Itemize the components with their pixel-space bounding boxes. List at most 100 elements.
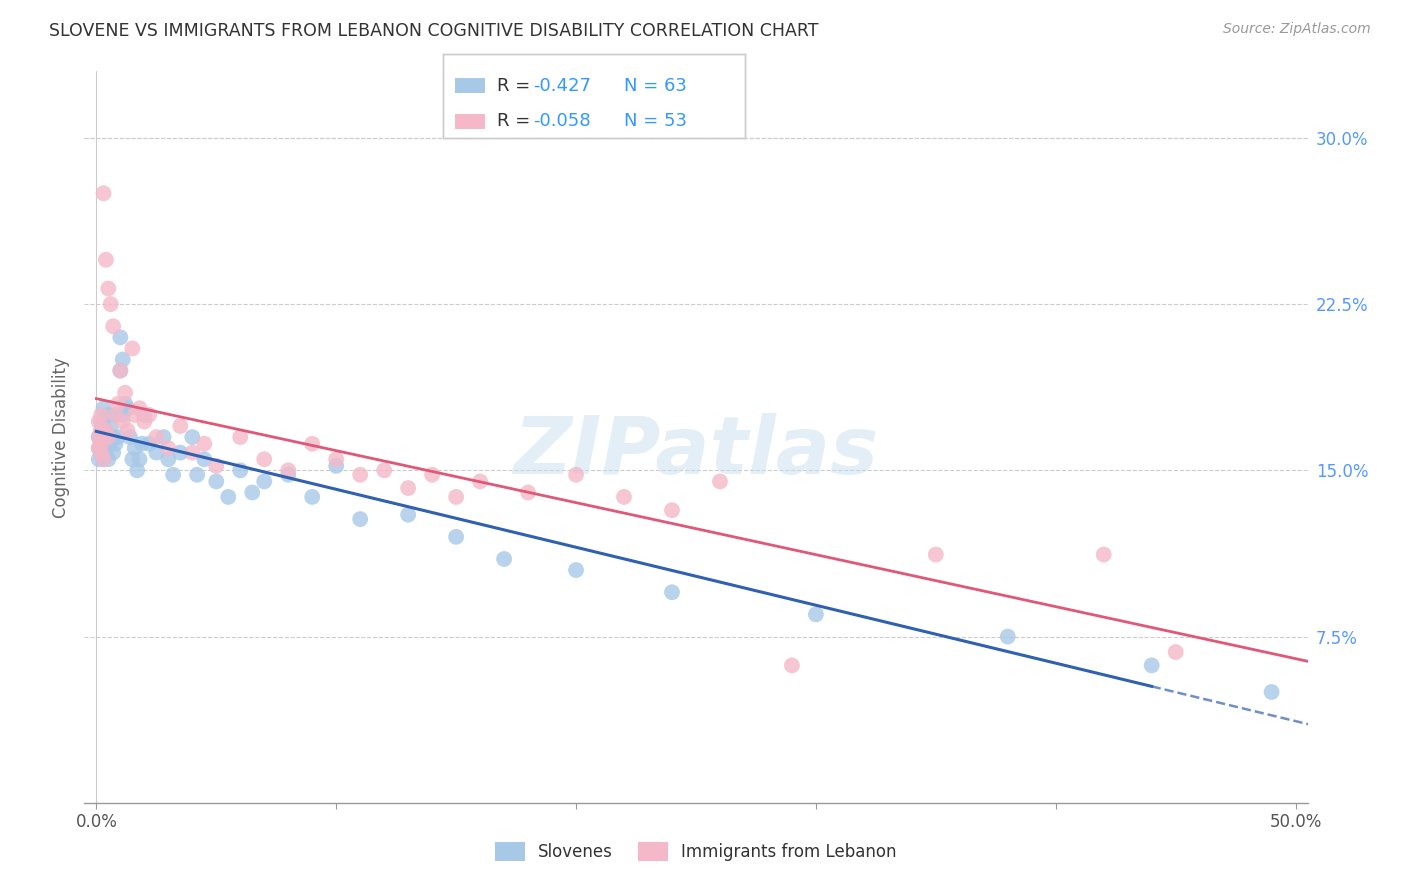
Point bbox=[181, 445, 204, 459]
Point bbox=[181, 430, 204, 444]
Point bbox=[90, 415, 112, 429]
Point bbox=[104, 436, 127, 450]
Point bbox=[138, 408, 160, 422]
Point bbox=[468, 475, 491, 489]
Point bbox=[134, 415, 156, 429]
Text: -0.427: -0.427 bbox=[534, 77, 592, 95]
Point bbox=[134, 408, 156, 422]
Point bbox=[1092, 548, 1115, 562]
Point bbox=[349, 467, 371, 482]
Point bbox=[565, 467, 588, 482]
Point bbox=[121, 452, 143, 467]
Point bbox=[93, 401, 115, 416]
Point bbox=[253, 452, 276, 467]
Point bbox=[90, 424, 112, 438]
Point bbox=[127, 463, 149, 477]
Legend: Slovenes, Immigrants from Lebanon: Slovenes, Immigrants from Lebanon bbox=[488, 835, 904, 868]
Text: -0.058: -0.058 bbox=[534, 112, 591, 130]
Point bbox=[145, 430, 167, 444]
Point bbox=[444, 530, 467, 544]
Point bbox=[301, 436, 323, 450]
Point bbox=[93, 452, 115, 467]
Point bbox=[110, 330, 132, 344]
Point bbox=[124, 441, 146, 455]
Point bbox=[114, 397, 136, 411]
Text: SLOVENE VS IMMIGRANTS FROM LEBANON COGNITIVE DISABILITY CORRELATION CHART: SLOVENE VS IMMIGRANTS FROM LEBANON COGNI… bbox=[49, 22, 818, 40]
Point bbox=[94, 424, 117, 438]
Point bbox=[193, 436, 215, 450]
Point bbox=[111, 408, 134, 422]
Point bbox=[613, 490, 636, 504]
Point bbox=[101, 319, 124, 334]
Point bbox=[373, 463, 395, 477]
Point bbox=[110, 363, 132, 377]
Point bbox=[186, 467, 208, 482]
Point bbox=[94, 424, 117, 438]
Point bbox=[253, 475, 276, 489]
FancyBboxPatch shape bbox=[456, 113, 485, 129]
Point bbox=[925, 548, 948, 562]
Point bbox=[396, 481, 419, 495]
Point bbox=[205, 475, 228, 489]
Point bbox=[93, 186, 115, 201]
Point bbox=[128, 401, 150, 416]
Point bbox=[101, 430, 124, 444]
Point bbox=[90, 445, 112, 459]
Point bbox=[157, 441, 180, 455]
Point bbox=[111, 352, 134, 367]
Point bbox=[396, 508, 419, 522]
Text: ZIPatlas: ZIPatlas bbox=[513, 413, 879, 491]
Point bbox=[240, 485, 263, 500]
Point bbox=[87, 441, 110, 455]
Point bbox=[229, 430, 252, 444]
Point bbox=[1140, 658, 1163, 673]
Point bbox=[565, 563, 588, 577]
Point bbox=[325, 458, 347, 473]
Point bbox=[94, 436, 117, 450]
Point bbox=[87, 430, 110, 444]
Point bbox=[277, 463, 299, 477]
Point bbox=[94, 252, 117, 267]
Text: N = 63: N = 63 bbox=[624, 77, 688, 95]
Point bbox=[90, 436, 112, 450]
Point bbox=[124, 408, 146, 422]
Point bbox=[277, 467, 299, 482]
Point bbox=[301, 490, 323, 504]
Point bbox=[138, 436, 160, 450]
Point bbox=[661, 503, 683, 517]
Point bbox=[107, 397, 129, 411]
Point bbox=[104, 408, 127, 422]
Point bbox=[162, 467, 184, 482]
Point bbox=[90, 445, 112, 459]
Point bbox=[93, 419, 115, 434]
Point bbox=[90, 408, 112, 422]
Point bbox=[145, 445, 167, 459]
Point bbox=[349, 512, 371, 526]
Point bbox=[229, 463, 252, 477]
Point bbox=[444, 490, 467, 504]
Point bbox=[325, 452, 347, 467]
Point bbox=[93, 430, 115, 444]
Point bbox=[97, 452, 120, 467]
Point bbox=[517, 485, 540, 500]
Point bbox=[780, 658, 803, 673]
Point bbox=[97, 430, 120, 444]
Point bbox=[101, 445, 124, 459]
Point bbox=[1164, 645, 1187, 659]
Y-axis label: Cognitive Disability: Cognitive Disability bbox=[52, 357, 70, 517]
Point bbox=[90, 424, 112, 438]
Point bbox=[114, 385, 136, 400]
Point bbox=[131, 436, 153, 450]
Text: Source: ZipAtlas.com: Source: ZipAtlas.com bbox=[1223, 22, 1371, 37]
Point bbox=[205, 458, 228, 473]
Point bbox=[93, 430, 115, 444]
Point bbox=[157, 452, 180, 467]
Point bbox=[100, 297, 122, 311]
Point bbox=[169, 419, 191, 434]
Point bbox=[87, 452, 110, 467]
Point bbox=[97, 282, 120, 296]
Point bbox=[87, 415, 110, 429]
Point bbox=[107, 430, 129, 444]
Point bbox=[97, 408, 120, 422]
Point bbox=[128, 452, 150, 467]
